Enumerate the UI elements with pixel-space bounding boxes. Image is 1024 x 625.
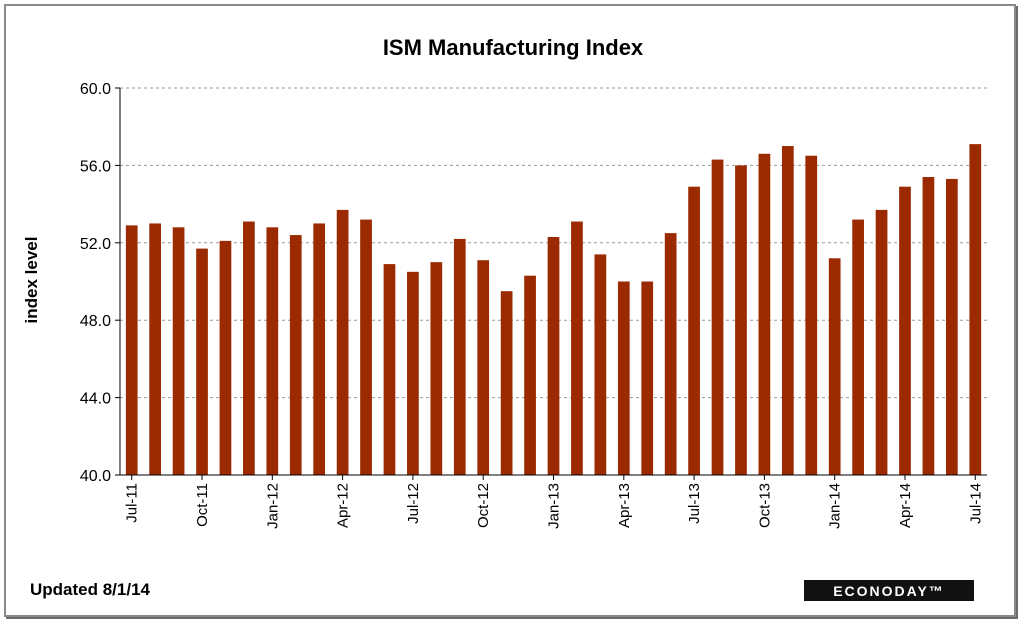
bar-jun-14 [945, 178, 958, 475]
x-tick-label: Jul-12 [405, 483, 422, 524]
bar-aug-13 [711, 159, 724, 475]
bar-dec-13 [805, 155, 818, 475]
bar-apr-14 [899, 186, 911, 475]
x-tick-label: Jul-11 [124, 483, 141, 523]
bar-jul-14 [969, 144, 982, 476]
bar-may-13 [641, 281, 654, 475]
econoday-logo [804, 580, 974, 601]
bar-dec-11 [243, 221, 255, 475]
bar-feb-13 [571, 221, 583, 475]
bar-jul-12 [407, 271, 419, 475]
bar-sep-11 [172, 227, 185, 475]
x-tick-label: Apr-14 [897, 483, 914, 528]
x-tick-label: Apr-12 [335, 483, 352, 528]
y-tick-label: 52.0 [80, 236, 111, 253]
bar-may-14 [922, 177, 935, 475]
bars [125, 144, 982, 476]
x-tick-label: Jul-14 [967, 483, 984, 524]
bar-jul-13 [688, 186, 700, 475]
bar-sep-12 [453, 238, 466, 475]
x-tick-label: Oct-13 [756, 483, 773, 528]
bar-may-12 [360, 219, 372, 475]
x-tick-label: Jul-13 [686, 483, 703, 524]
econoday-logo-text: ECONODAY™ [833, 583, 945, 599]
x-tick-label: Oct-12 [475, 483, 492, 528]
bar-mar-12 [313, 223, 326, 475]
bar-jun-12 [383, 264, 396, 475]
bar-jan-14 [828, 258, 841, 475]
bar-nov-13 [781, 146, 794, 476]
chart-title: ISM Manufacturing Index [383, 35, 644, 60]
bar-nov-12 [500, 291, 513, 475]
bar-apr-13 [617, 281, 630, 475]
y-tick-label: 44.0 [80, 391, 111, 408]
bar-mar-14 [875, 209, 888, 475]
y-tick-label: 48.0 [80, 313, 111, 330]
y-tick-label: 60.0 [80, 81, 111, 98]
bar-mar-13 [594, 254, 607, 475]
x-tick-label: Apr-13 [616, 483, 633, 528]
updated-date: Updated 8/1/14 [30, 580, 151, 599]
x-tick-label: Jan-14 [827, 483, 844, 529]
bar-jan-12 [266, 227, 279, 475]
bar-oct-12 [477, 260, 490, 475]
bar-jun-13 [664, 233, 677, 475]
y-tick-labels: 40.0 44.0 48.0 52.0 56.0 60.0 [80, 81, 120, 485]
x-tick-label: Jan-12 [264, 483, 281, 529]
y-tick-label: 56.0 [80, 158, 111, 175]
bar-oct-13 [758, 153, 771, 476]
x-tick-label: Oct-11 [194, 483, 211, 527]
bar-apr-12 [336, 209, 349, 475]
bar-dec-12 [524, 275, 536, 475]
bar-oct-11 [196, 248, 208, 475]
bar-feb-14 [852, 219, 864, 475]
y-tick-label: 40.0 [80, 468, 111, 485]
bar-aug-12 [430, 262, 443, 475]
bar-aug-11 [149, 223, 162, 475]
bar-jan-13 [547, 236, 560, 475]
bar-feb-12 [289, 235, 302, 475]
x-tick-label: Jan-13 [546, 483, 563, 529]
bar-jul-11 [125, 225, 138, 475]
bar-sep-13 [735, 165, 747, 475]
x-tick-labels: Jul-11 Oct-11 Jan-12 Apr-12 Jul-12 Oct-12 Jan-… [124, 475, 984, 529]
y-axis-label: index level [22, 237, 41, 324]
bar-nov-11 [219, 240, 232, 475]
